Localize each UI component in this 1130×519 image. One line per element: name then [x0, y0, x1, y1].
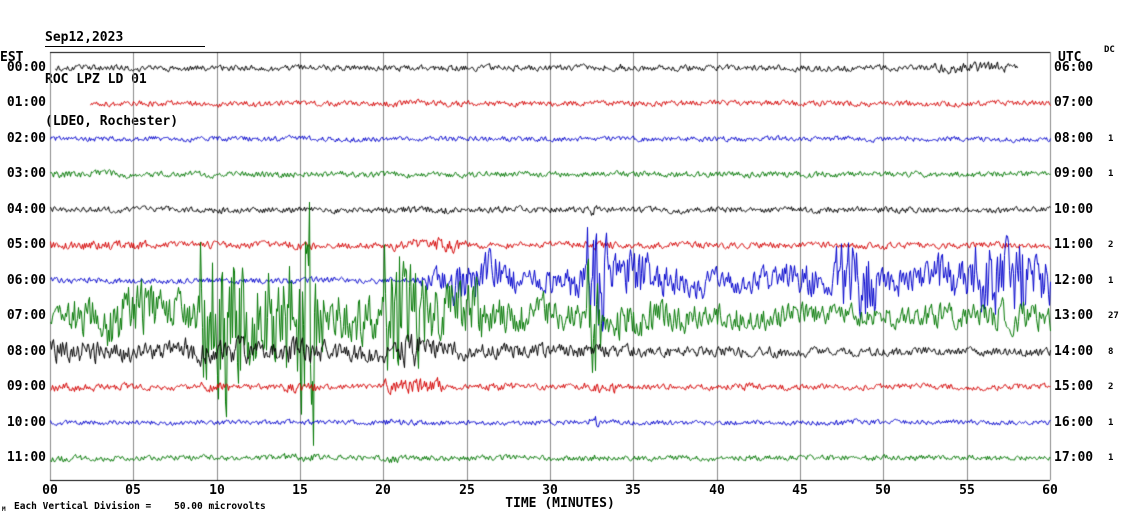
row-time-label-est: 04:00	[6, 201, 46, 217]
x-tick-label: 30	[542, 483, 558, 498]
row-dc-count: 8	[1108, 346, 1114, 357]
row-time-label-utc: 09:00	[1054, 166, 1094, 182]
row-dc-count: 2	[1108, 240, 1114, 251]
row-time-label-utc: 15:00	[1054, 379, 1094, 395]
x-tick-label: 25	[459, 483, 475, 498]
x-tick-label: 15	[292, 483, 308, 498]
x-tick-label: 20	[375, 483, 391, 498]
row-time-label-est: 08:00	[6, 343, 46, 359]
scale-marker: M	[2, 506, 6, 513]
row-time-label-est: 03:00	[6, 166, 46, 182]
x-tick-label: 05	[125, 483, 141, 498]
row-time-label-est: 11:00	[6, 449, 46, 465]
x-tick-label: 55	[959, 483, 975, 498]
x-tick-label: 10	[209, 483, 225, 498]
row-time-label-utc: 14:00	[1054, 343, 1094, 359]
x-tick-label: 40	[709, 483, 725, 498]
row-time-label-utc: 12:00	[1054, 272, 1094, 288]
x-tick-label: 60	[1042, 483, 1058, 498]
row-time-label-est: 00:00	[6, 60, 46, 75]
row-time-label-est: 02:00	[6, 130, 46, 146]
scale-note: Each Vertical Division = 50.00 microvolt…	[14, 501, 266, 512]
row-dc-count: 1	[1108, 452, 1114, 463]
row-time-label-utc: 08:00	[1054, 130, 1094, 146]
row-time-label-utc: 11:00	[1054, 237, 1094, 253]
row-time-label-est: 10:00	[6, 414, 46, 430]
row-dc-count: 1	[1108, 417, 1114, 428]
row-dc-count: 1	[1108, 133, 1114, 144]
row-dc-count: 1	[1108, 169, 1114, 180]
row-time-label-est: 01:00	[6, 95, 46, 111]
row-time-label-est: 09:00	[6, 379, 46, 395]
row-dc-count: 1	[1108, 275, 1114, 286]
row-time-label-est: 06:00	[6, 272, 46, 288]
row-time-label-utc: 16:00	[1054, 414, 1094, 430]
row-time-label-utc: 06:00	[1054, 60, 1094, 75]
x-axis-title: TIME (MINUTES)	[505, 496, 615, 511]
x-tick-label: 00	[42, 483, 58, 498]
row-time-label-est: 07:00	[6, 308, 46, 324]
x-tick-label: 35	[625, 483, 641, 498]
row-time-label-utc: 10:00	[1054, 201, 1094, 217]
row-time-label-utc: 17:00	[1054, 449, 1094, 465]
row-dc-count: 27	[1108, 311, 1119, 322]
row-dc-count: 2	[1108, 382, 1114, 393]
row-time-label-est: 05:00	[6, 237, 46, 253]
row-time-label-utc: 13:00	[1054, 308, 1094, 324]
x-tick-label: 45	[792, 483, 808, 498]
x-tick-label: 50	[875, 483, 891, 498]
row-time-label-utc: 07:00	[1054, 95, 1094, 111]
